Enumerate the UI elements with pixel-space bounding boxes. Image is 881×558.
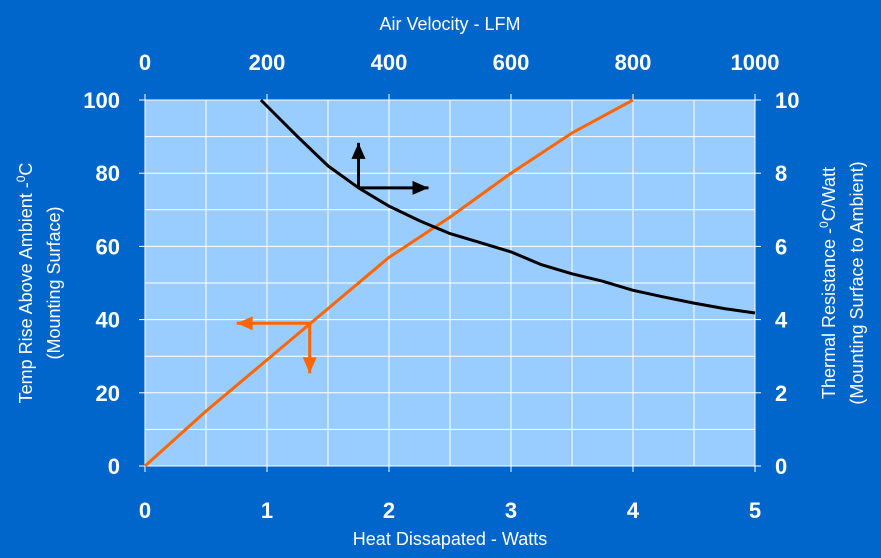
orange-arrow-down-head <box>302 357 317 374</box>
y2-tick-label: 10 <box>775 88 799 113</box>
y-tick-label: 80 <box>96 161 120 186</box>
y-axis-ticks: 0 20 40 60 80 100 <box>83 88 120 479</box>
y-tick-label: 40 <box>96 308 120 333</box>
x-tick-label: 0 <box>139 498 151 523</box>
y-axis-label-line1: Temp Rise Above Ambient -0C <box>14 163 36 404</box>
x2-tick-label: 600 <box>493 50 530 75</box>
x2-axis-ticks: 0 200 400 600 800 1000 <box>139 50 780 75</box>
y2-tick-label: 4 <box>775 308 788 333</box>
grid-lines <box>144 99 756 467</box>
y2-tick-label: 0 <box>775 454 787 479</box>
y2-axis-ticks: 0 2 4 6 8 10 <box>775 88 799 479</box>
x2-tick-label: 200 <box>249 50 286 75</box>
x2-tick-label: 400 <box>371 50 408 75</box>
x-tick-label: 3 <box>505 498 517 523</box>
y2-tick-label: 8 <box>775 161 787 186</box>
y2-axis-label-line2: (Mounting Surface to Ambient) <box>847 161 867 404</box>
temp-rise-line <box>143 98 634 468</box>
tick-marks <box>139 94 761 472</box>
arrow-layer <box>236 142 429 374</box>
x-tick-label: 1 <box>261 498 273 523</box>
y2-axis-label-line1: Thermal Resistance -0C/Watt <box>817 167 839 399</box>
thermal-resistance-line <box>259 98 756 315</box>
y-tick-label: 60 <box>96 234 120 259</box>
x2-tick-label: 800 <box>615 50 652 75</box>
y2-tick-label: 6 <box>775 234 787 259</box>
series-layer <box>143 98 756 468</box>
x2-axis-label: Air Velocity - LFM <box>379 14 520 34</box>
x-tick-label: 2 <box>383 498 395 523</box>
x2-tick-label: 1000 <box>731 50 780 75</box>
y-axis-label-line2: (Mounting Surface) <box>44 206 64 359</box>
x-tick-label: 4 <box>627 498 640 523</box>
orange-arrow-left-head <box>236 316 253 331</box>
x-axis-label: Heat Dissapated - Watts <box>353 529 547 549</box>
black-arrow-up-head <box>351 142 366 159</box>
y2-tick-label: 2 <box>775 381 787 406</box>
y-tick-label: 20 <box>96 381 120 406</box>
y-axis-label: Temp Rise Above Ambient -0C (Mounting Su… <box>14 163 64 404</box>
y-tick-label: 0 <box>108 454 120 479</box>
plot-border <box>144 99 756 467</box>
x2-tick-label: 0 <box>139 50 151 75</box>
y2-axis-label: Thermal Resistance -0C/Watt (Mounting Su… <box>817 161 867 404</box>
x-axis-ticks: 0 1 2 3 4 5 <box>139 498 761 523</box>
x-tick-label: 5 <box>749 498 761 523</box>
black-arrow-right-head <box>412 180 429 195</box>
y-tick-label: 100 <box>83 88 120 113</box>
